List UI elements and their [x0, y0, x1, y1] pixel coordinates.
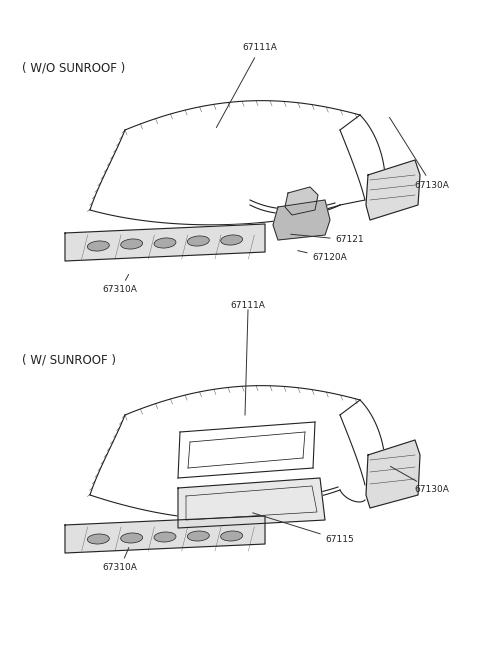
Text: 67310A: 67310A [103, 547, 137, 572]
Text: 67111A: 67111A [230, 300, 265, 309]
Polygon shape [366, 160, 420, 220]
Ellipse shape [221, 235, 242, 245]
Polygon shape [273, 200, 330, 240]
Ellipse shape [120, 533, 143, 543]
Ellipse shape [87, 534, 109, 544]
Polygon shape [178, 478, 325, 528]
Polygon shape [366, 440, 420, 508]
Text: 67121: 67121 [291, 235, 364, 244]
Text: ( W/O SUNROOF ): ( W/O SUNROOF ) [22, 62, 125, 74]
Text: 67130A: 67130A [389, 118, 449, 189]
Ellipse shape [120, 239, 143, 249]
Polygon shape [65, 224, 265, 261]
Text: 67120A: 67120A [298, 250, 348, 263]
Polygon shape [65, 516, 265, 553]
Text: 67115: 67115 [252, 513, 354, 545]
Text: 67310A: 67310A [103, 275, 137, 294]
Ellipse shape [154, 238, 176, 248]
Ellipse shape [187, 236, 209, 246]
Text: 67111A: 67111A [216, 43, 277, 127]
Ellipse shape [221, 531, 243, 541]
Ellipse shape [154, 532, 176, 542]
Ellipse shape [187, 531, 209, 541]
Polygon shape [285, 187, 318, 215]
Text: 67130A: 67130A [390, 466, 449, 495]
Text: ( W/ SUNROOF ): ( W/ SUNROOF ) [22, 353, 116, 367]
Ellipse shape [87, 241, 109, 251]
